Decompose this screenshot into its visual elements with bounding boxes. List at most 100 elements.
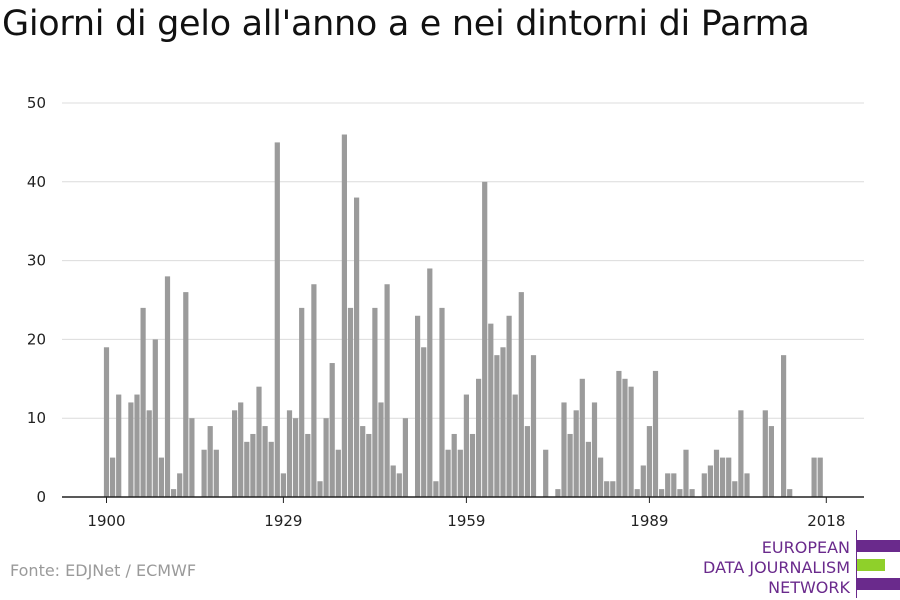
bar[interactable]: 1917: 9: [207, 426, 213, 497]
bar[interactable]: 1963: 22: [488, 323, 494, 497]
bar[interactable]: 1931: 10: [293, 418, 299, 497]
bar[interactable]: 1945: 12: [378, 402, 384, 497]
bar[interactable]: 1938: 6: [335, 449, 341, 497]
bar[interactable]: 1923: 7: [244, 441, 250, 497]
bar[interactable]: 1974: 1: [555, 489, 561, 497]
bar[interactable]: 1995: 6: [683, 449, 689, 497]
bar[interactable]: 1953: 29: [427, 268, 433, 497]
bar[interactable]: 1944: 24: [372, 307, 378, 497]
bar[interactable]: 1993: 3: [671, 473, 677, 497]
bar[interactable]: 1902: 13: [116, 394, 122, 497]
bar[interactable]: 1984: 16: [616, 370, 622, 497]
bar[interactable]: 2002: 5: [726, 457, 732, 497]
bar[interactable]: 1912: 3: [177, 473, 183, 497]
bar[interactable]: 1933: 8: [305, 433, 311, 497]
bar[interactable]: 1992: 3: [665, 473, 671, 497]
bar[interactable]: 1941: 38: [354, 197, 360, 497]
bar[interactable]: 1980: 12: [591, 402, 598, 497]
bar[interactable]: 1967: 13: [512, 394, 518, 497]
bar[interactable]: 1965: 19: [500, 347, 506, 497]
bar[interactable]: 1910: 28: [164, 276, 171, 497]
bar[interactable]: 1908: 20: [152, 339, 158, 497]
bar[interactable]: 1954: 2: [433, 481, 439, 497]
bar[interactable]: 1934: 27: [311, 284, 317, 497]
bar[interactable]: 1942: 9: [360, 426, 366, 497]
bar[interactable]: 1949: 10: [402, 418, 408, 497]
bar[interactable]: 1962: 40: [482, 181, 488, 498]
bar[interactable]: 1946: 27: [384, 284, 390, 497]
bar[interactable]: 1970: 18: [530, 355, 537, 497]
bar[interactable]: 1959: 13: [463, 394, 469, 497]
bar[interactable]: 1989: 9: [646, 426, 652, 497]
bar[interactable]: 2011: 18: [781, 355, 787, 497]
bar[interactable]: 1943: 8: [366, 433, 372, 497]
bar[interactable]: 1979: 7: [585, 441, 591, 497]
bar[interactable]: 1982: 2: [604, 481, 610, 497]
bar[interactable]: 1955: 24: [439, 307, 445, 497]
bar[interactable]: 1939: 46: [341, 134, 347, 497]
bar[interactable]: 1927: 7: [268, 441, 274, 497]
bar[interactable]: 1926: 9: [262, 426, 268, 497]
bar[interactable]: 1935: 2: [317, 481, 323, 497]
bar[interactable]: 2000: 6: [713, 449, 720, 497]
bar[interactable]: 1925: 14: [256, 386, 262, 497]
bar[interactable]: 1909: 5: [158, 457, 164, 497]
bar[interactable]: 1930: 11: [286, 410, 293, 497]
bar[interactable]: 2008: 11: [762, 410, 768, 497]
bar[interactable]: 1958: 6: [457, 449, 463, 497]
bar[interactable]: 1957: 8: [451, 433, 457, 497]
bar[interactable]: 1987: 1: [634, 489, 640, 497]
bar[interactable]: 1966: 23: [506, 315, 512, 497]
bar[interactable]: 1990: 16: [652, 370, 659, 497]
bar[interactable]: 1956: 6: [445, 449, 451, 497]
bar[interactable]: 1998: 3: [701, 473, 707, 497]
bar[interactable]: 1988: 4: [640, 465, 646, 497]
bar[interactable]: 1960: 8: [469, 433, 476, 497]
bar[interactable]: 1964: 18: [494, 355, 500, 497]
bar[interactable]: 1985: 15: [622, 378, 628, 497]
bar[interactable]: 1914: 10: [189, 418, 195, 497]
bar[interactable]: 1929: 3: [280, 473, 286, 497]
bar[interactable]: 1975: 12: [561, 402, 567, 497]
bar[interactable]: 1924: 8: [250, 433, 256, 497]
bar[interactable]: 1906: 24: [140, 307, 146, 497]
bar[interactable]: 1972: 6: [543, 449, 549, 497]
edjnet-logo[interactable]: EUROPEAN DATA JOURNALISM NETWORK: [700, 530, 900, 598]
bar[interactable]: 1936: 10: [323, 418, 329, 497]
bar[interactable]: 1951: 23: [415, 315, 421, 497]
bar[interactable]: 1913: 26: [183, 292, 189, 497]
bar[interactable]: 1904: 12: [128, 402, 134, 497]
bar[interactable]: 1994: 1: [677, 489, 683, 497]
bar[interactable]: 1928: 45: [274, 142, 280, 497]
bar[interactable]: 1916: 6: [201, 449, 207, 497]
bar[interactable]: 2009: 9: [768, 426, 774, 497]
bar[interactable]: 1911: 1: [171, 489, 177, 497]
bar[interactable]: 2004: 11: [738, 410, 744, 497]
bar[interactable]: 1976: 8: [567, 433, 573, 497]
bar[interactable]: 2017: 5: [817, 457, 823, 497]
bar[interactable]: 1937: 17: [329, 363, 335, 497]
bar[interactable]: 1999: 4: [707, 465, 713, 497]
bar[interactable]: 1948: 3: [396, 473, 402, 497]
bar[interactable]: 2001: 5: [720, 457, 726, 497]
bar[interactable]: 1952: 19: [421, 347, 427, 497]
bar[interactable]: 1918: 6: [213, 449, 219, 497]
bar[interactable]: 2016: 5: [811, 457, 817, 497]
bar[interactable]: 1986: 14: [628, 386, 634, 497]
bar[interactable]: 1901: 5: [110, 457, 116, 497]
bar[interactable]: 1905: 13: [134, 394, 140, 497]
bar[interactable]: 1900: 19: [103, 347, 110, 497]
bar[interactable]: 1932: 24: [299, 307, 305, 497]
bar[interactable]: 1996: 1: [689, 489, 695, 497]
bar[interactable]: 2005: 3: [744, 473, 750, 497]
bar[interactable]: 1961: 15: [476, 378, 482, 497]
bar[interactable]: 1921: 11: [232, 410, 238, 497]
bar[interactable]: 1977: 11: [573, 410, 579, 497]
bar[interactable]: 1947: 4: [390, 465, 396, 497]
bar[interactable]: 2003: 2: [732, 481, 738, 497]
bar[interactable]: 1991: 1: [659, 489, 665, 497]
bar[interactable]: 1969: 9: [524, 426, 530, 497]
bar[interactable]: 1981: 5: [598, 457, 604, 497]
bar[interactable]: 1978: 15: [579, 378, 585, 497]
bar[interactable]: 1922: 12: [238, 402, 244, 497]
